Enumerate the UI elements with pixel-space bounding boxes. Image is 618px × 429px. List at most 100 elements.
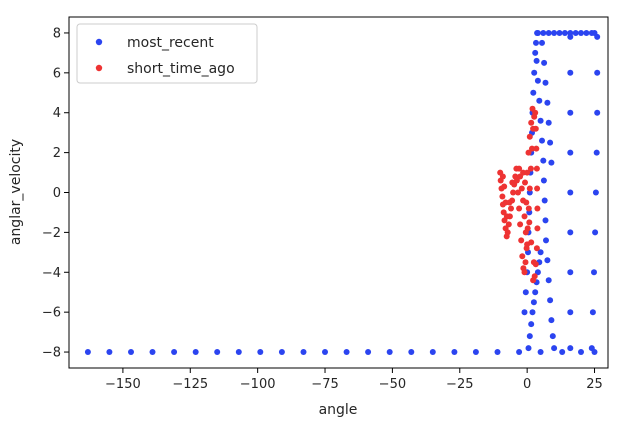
point-most-recent <box>531 69 538 76</box>
point-most-recent <box>472 349 479 355</box>
point-short-time-ago <box>521 269 528 276</box>
point-short-time-ago <box>522 229 529 236</box>
legend-marker-short-time-ago <box>95 64 103 72</box>
point-most-recent <box>534 77 541 84</box>
point-most-recent <box>533 39 539 46</box>
point-short-time-ago <box>519 253 526 260</box>
x-axis-ticks: −150 −125 −100 −75 −50 −25 0 25 <box>105 368 603 392</box>
legend-label-short-time-ago: short_time_ago <box>127 61 235 77</box>
x-tick-label: −100 <box>240 377 276 392</box>
point-most-recent <box>534 269 541 276</box>
x-tick-label: −50 <box>379 377 406 392</box>
point-most-recent <box>592 229 599 236</box>
point-most-recent <box>589 309 596 316</box>
point-most-recent <box>149 349 156 355</box>
point-most-recent <box>533 57 540 64</box>
point-most-recent <box>556 30 563 36</box>
legend-marker-most-recent <box>95 38 103 46</box>
point-most-recent <box>591 269 597 276</box>
point-most-recent <box>526 333 533 340</box>
x-tick-label: −25 <box>446 377 473 392</box>
point-most-recent <box>540 157 547 164</box>
x-tick-label: 0 <box>523 377 531 392</box>
point-short-time-ago <box>529 145 535 152</box>
point-most-recent <box>567 33 574 40</box>
point-short-time-ago <box>530 277 537 284</box>
point-short-time-ago <box>533 245 540 252</box>
point-most-recent <box>300 349 307 355</box>
point-most-recent <box>128 349 134 355</box>
y-axis-label: anglar_velocity <box>8 139 24 245</box>
point-most-recent <box>257 349 264 355</box>
point-short-time-ago <box>522 259 529 266</box>
point-most-recent <box>544 257 551 264</box>
point-most-recent <box>544 99 551 106</box>
point-short-time-ago <box>510 189 517 196</box>
point-short-time-ago <box>509 179 516 186</box>
y-tick-label: 2 <box>53 146 61 161</box>
point-most-recent <box>545 277 552 284</box>
y-tick-label: 6 <box>53 66 61 81</box>
x-tick-label: −75 <box>311 377 338 392</box>
point-short-time-ago <box>515 189 521 196</box>
point-short-time-ago <box>528 239 535 246</box>
point-short-time-ago <box>499 193 506 200</box>
point-short-time-ago <box>523 199 530 206</box>
point-short-time-ago <box>500 209 507 216</box>
point-most-recent <box>567 269 574 276</box>
point-most-recent <box>572 30 579 36</box>
y-tick-label: −4 <box>42 266 61 281</box>
point-most-recent <box>530 299 537 306</box>
point-most-recent <box>529 309 536 316</box>
point-short-time-ago <box>525 149 532 156</box>
point-short-time-ago <box>529 105 536 112</box>
y-tick-label: 4 <box>53 106 61 121</box>
point-most-recent <box>84 349 91 355</box>
point-most-recent <box>214 349 221 355</box>
point-most-recent <box>588 345 595 352</box>
point-most-recent <box>594 69 601 76</box>
point-most-recent <box>408 349 415 355</box>
point-most-recent <box>594 33 601 40</box>
point-most-recent <box>551 30 558 36</box>
point-most-recent <box>583 30 590 36</box>
point-short-time-ago <box>518 185 525 192</box>
point-most-recent <box>551 345 558 352</box>
x-tick-label: −125 <box>172 377 208 392</box>
point-most-recent <box>567 109 574 116</box>
point-most-recent <box>541 197 548 204</box>
point-most-recent <box>525 345 532 352</box>
point-short-time-ago <box>499 173 506 180</box>
y-tick-label: 0 <box>53 186 61 201</box>
point-most-recent <box>567 229 574 236</box>
point-most-recent <box>547 297 554 304</box>
point-most-recent <box>545 119 552 126</box>
point-most-recent <box>548 159 555 166</box>
point-most-recent <box>549 333 556 340</box>
point-most-recent <box>528 321 535 328</box>
point-most-recent <box>539 137 545 144</box>
point-most-recent <box>567 189 574 196</box>
x-tick-label: −150 <box>105 377 141 392</box>
point-short-time-ago <box>533 145 540 152</box>
point-most-recent <box>567 309 574 316</box>
point-most-recent <box>322 349 328 355</box>
point-most-recent <box>541 59 548 66</box>
point-short-time-ago <box>508 205 514 212</box>
point-short-time-ago <box>516 205 523 212</box>
point-most-recent <box>530 89 537 96</box>
point-most-recent <box>536 97 543 104</box>
point-short-time-ago <box>518 237 525 244</box>
point-short-time-ago <box>522 179 528 186</box>
point-most-recent <box>106 349 113 355</box>
point-most-recent <box>192 349 199 355</box>
point-most-recent <box>567 69 574 76</box>
point-short-time-ago <box>501 183 508 190</box>
point-short-time-ago <box>530 259 537 266</box>
point-short-time-ago <box>503 213 510 220</box>
y-axis-ticks: −8 −6 −4 −2 0 2 4 6 8 <box>42 26 69 361</box>
point-most-recent <box>235 349 242 355</box>
point-most-recent <box>171 349 178 355</box>
point-most-recent <box>516 349 523 355</box>
